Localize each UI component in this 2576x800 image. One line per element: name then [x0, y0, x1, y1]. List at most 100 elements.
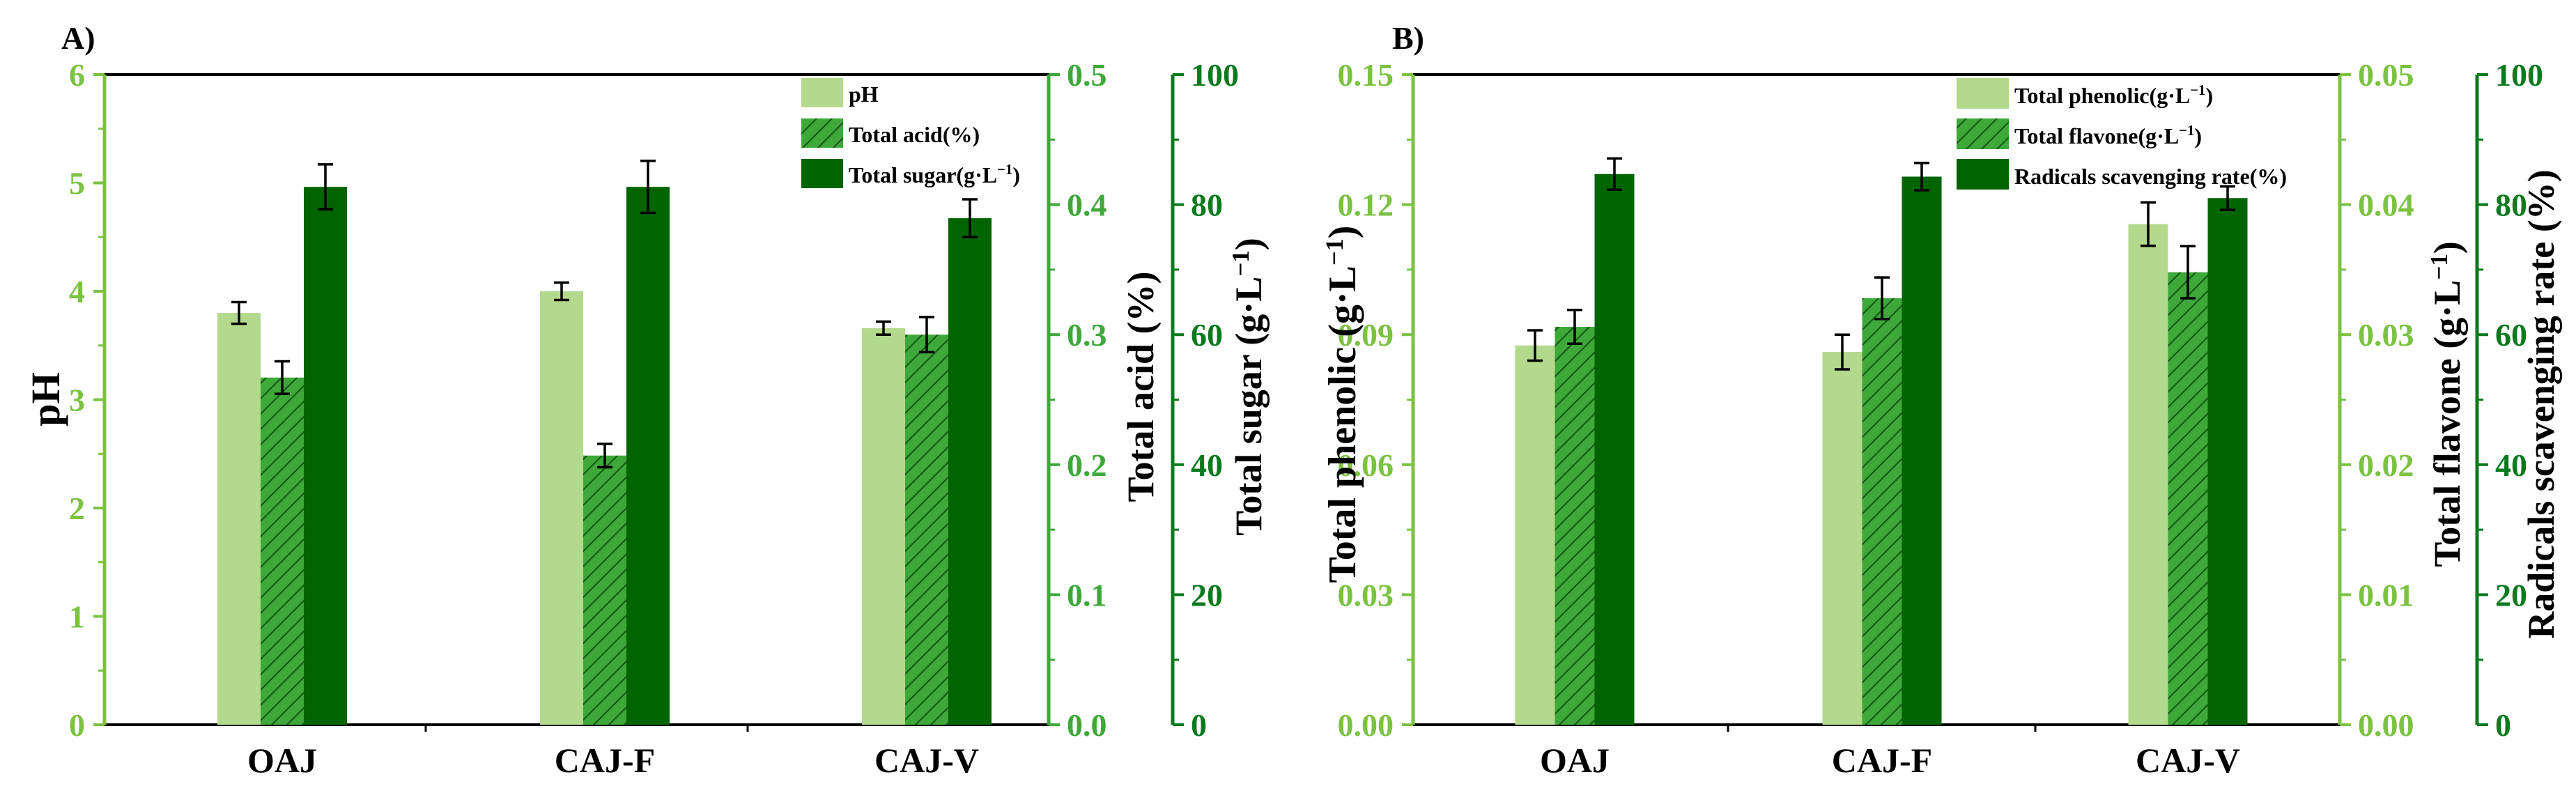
right2-tick-label: 40 [1191, 447, 1223, 483]
bar-caj-v-series-1 [2168, 272, 2208, 725]
right1-tick-label: 0.04 [2358, 187, 2414, 223]
bar-caj-v-series-2 [948, 218, 992, 725]
legend-swatch-0 [1957, 78, 2009, 109]
right1-tick-label: 0.05 [2358, 57, 2414, 93]
left-axis-title-text: Total phenolic (g·L [1321, 266, 1364, 583]
left-tick-label: 0.03 [1338, 577, 1394, 613]
bar-caj-f-series-0 [1822, 352, 1862, 725]
left-tick-label: 5 [69, 166, 85, 201]
right2-tick-label: 20 [1191, 577, 1223, 613]
right2-axis-title: Total sugar (g·L−1) [1227, 238, 1270, 536]
bar-caj-f-series-1 [583, 455, 626, 725]
legend-swatch-2 [801, 159, 843, 188]
legend-label-2: Total sugar(g·L−1) [849, 162, 1020, 187]
legend-label-sup: −1 [2190, 82, 2205, 98]
legend-label-text: Total flavone(g·L [2014, 123, 2179, 148]
right1-tick-label: 0.01 [2358, 577, 2414, 613]
bar-caj-v-series-1 [905, 334, 948, 725]
right1-axis-title: Total flavone (g·L−1) [2425, 241, 2468, 567]
right2-tick-label: 0 [1191, 707, 1207, 743]
legend-label-end: ) [2194, 123, 2202, 148]
legend-label-text: Total sugar(g·L [849, 162, 997, 187]
category-label: OAJ [247, 741, 317, 780]
bar-oaj-series-2 [1594, 174, 1635, 725]
legend-label-0: pH [849, 82, 879, 107]
left-tick-label: 1 [69, 599, 85, 635]
category-label: CAJ-F [555, 741, 655, 780]
left-tick-label: 0.09 [1338, 317, 1394, 353]
right2-tick-label: 60 [1191, 317, 1223, 353]
legend-swatch-0 [801, 78, 843, 107]
bar-oaj-series-0 [1515, 345, 1555, 725]
left-tick-label: 6 [69, 57, 85, 93]
panel-b-chart: B) 0.00 0.03 0.06 0.09 0.12 0.15 0.00 0.01 0.02 0.… [1320, 20, 2562, 780]
bar-caj-f-series-2 [626, 187, 670, 725]
right1-tick-label: 0.02 [2358, 447, 2414, 483]
right2-tick-label: 60 [2495, 317, 2527, 353]
right2-tick-label: 0 [2495, 707, 2511, 743]
legend-label-text: Radicals scavenging rate(%) [2014, 164, 2287, 189]
legend-label-text: pH [849, 82, 879, 107]
right2-axis-title-text: Total sugar (g·L [1228, 277, 1270, 536]
right2-axis-title-text: Radicals scavenging rate (%) [2520, 169, 2562, 638]
right1-tick-label: 0.5 [1067, 57, 1107, 93]
left-tick-label: 0.12 [1338, 187, 1394, 223]
right1-tick-label: 0.1 [1067, 577, 1107, 613]
left-axis-title-sup: −1 [1320, 238, 1348, 266]
legend-label-sup: −1 [2179, 123, 2194, 139]
right2-axis-title: Radicals scavenging rate (%) [2520, 169, 2562, 638]
right2-tick-label: 40 [2495, 447, 2527, 483]
bar-caj-f-series-2 [1902, 176, 1942, 725]
right1-axis-title-sup: −1 [2425, 254, 2453, 280]
right2-tick-label: 100 [1191, 57, 1239, 93]
bar-caj-f-series-0 [540, 291, 583, 725]
bar-oaj-series-2 [304, 187, 347, 725]
legend-label-2: Radicals scavenging rate(%) [2014, 164, 2287, 189]
right2-tick-label: 20 [2495, 577, 2527, 613]
legend-label-end: ) [2205, 83, 2213, 108]
right2-tick-label: 80 [1191, 187, 1223, 223]
legend-label-sup: −1 [997, 162, 1012, 178]
panel-label: A) [61, 20, 95, 56]
bar-caj-v-series-2 [2207, 198, 2248, 725]
legend-swatch-1 [1957, 118, 2009, 149]
bar-oaj-series-1 [1555, 327, 1595, 725]
right1-axis-title-end: ) [2426, 241, 2468, 254]
left-axis-title: pH [23, 372, 68, 426]
right1-axis-title-text: Total flavone (g·L [2426, 280, 2468, 567]
right1-axis-title: Total acid (%) [1120, 271, 1162, 502]
legend-label-text: Total acid(%) [849, 122, 980, 147]
right1-tick-label: 0.00 [2358, 707, 2414, 743]
legend-swatch-1 [801, 118, 843, 148]
category-label: CAJ-V [874, 741, 979, 780]
bar-caj-f-series-1 [1862, 298, 1902, 725]
left-tick-label: 2 [69, 491, 85, 526]
left-tick-label: 4 [69, 274, 85, 309]
right1-tick-label: 0.03 [2358, 317, 2414, 353]
legend-label-0: Total phenolic(g·L−1) [2014, 82, 2213, 108]
left-axis-title: Total phenolic (g·L−1) [1320, 226, 1364, 583]
panel-a-chart: A) 0 1 2 3 4 5 6 0.0 0.1 0.2 0.3 0.4 0.5 0 20 40 60 80 100 p… [23, 20, 1270, 780]
category-label: CAJ-V [2136, 741, 2240, 780]
right1-tick-label: 0.4 [1067, 187, 1107, 223]
bar-oaj-series-1 [261, 377, 304, 725]
left-tick-label: 3 [69, 383, 85, 418]
right1-tick-label: 0.3 [1067, 317, 1107, 353]
legend-label-1: Total acid(%) [849, 122, 980, 147]
left-tick-label: 0.15 [1338, 57, 1394, 93]
right2-axis-title-sup: −1 [1227, 250, 1254, 277]
right1-tick-label: 0.0 [1067, 707, 1107, 743]
bar-oaj-series-0 [217, 313, 261, 725]
category-label: CAJ-F [1832, 741, 1932, 780]
legend-label-1: Total flavone(g·L−1) [2014, 123, 2202, 148]
legend-label-end: ) [1012, 162, 1020, 187]
right2-tick-label: 80 [2495, 187, 2527, 223]
bar-caj-v-series-0 [2128, 224, 2168, 725]
category-label: OAJ [1540, 741, 1610, 780]
panel-label: B) [1392, 20, 1424, 56]
right2-axis-title-end: ) [1228, 238, 1270, 250]
left-tick-label: 0.06 [1338, 447, 1394, 483]
left-tick-label: 0.00 [1338, 707, 1394, 743]
left-axis-title-text: pH [23, 372, 68, 426]
